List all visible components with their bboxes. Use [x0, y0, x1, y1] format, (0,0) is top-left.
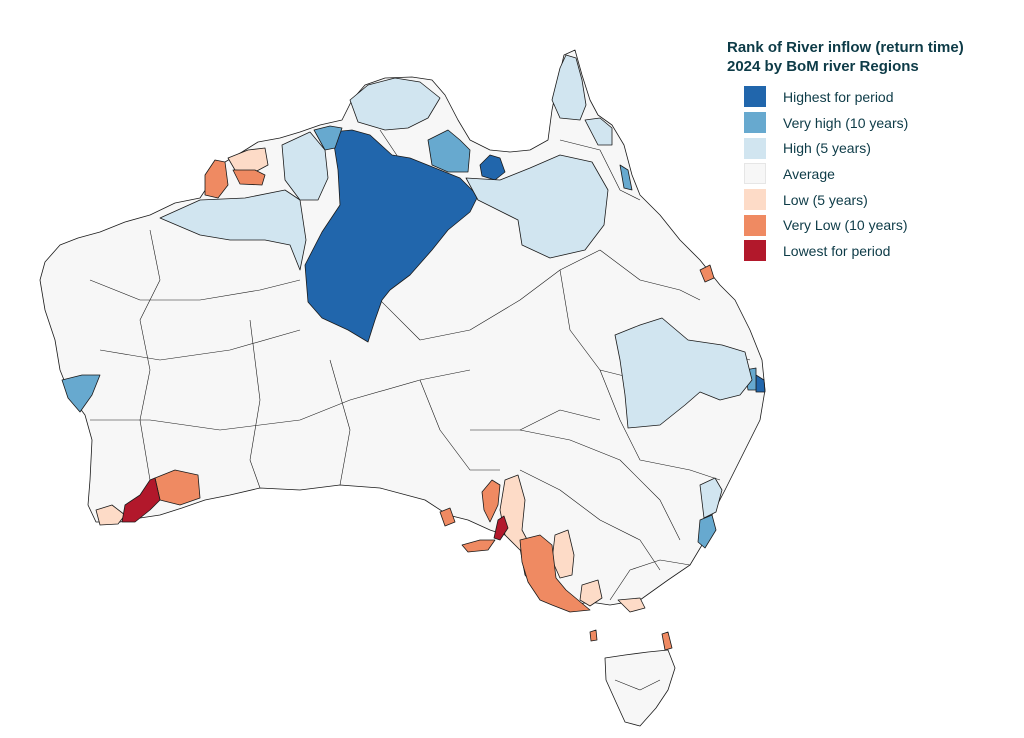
- region-veryhigh-2: [427, 129, 471, 173]
- region-veryhigh-5: [697, 514, 717, 549]
- legend-title-line2: 2024 by BoM river Regions: [727, 58, 919, 75]
- legend-label: Very high (10 years): [783, 114, 909, 131]
- region-verylow-sw-wa: [154, 469, 201, 506]
- legend-label: Average: [783, 165, 835, 182]
- legend-label: High (5 years): [783, 140, 871, 157]
- tasmania: [604, 649, 676, 727]
- region-verylow-bass-2: [661, 631, 673, 651]
- region-verylow-kimberley: [232, 169, 266, 186]
- region-high-nsw-coast: [699, 477, 723, 519]
- legend-swatch: [744, 214, 766, 236]
- region-high-arnhem: [349, 77, 441, 131]
- legend-swatch: [744, 137, 766, 159]
- legend-item-low: Low (5 years): [727, 187, 1017, 213]
- legend-label: Highest for period: [783, 88, 894, 105]
- region-veryhigh-3: [619, 164, 633, 191]
- region-verylow-pilbara: [204, 159, 229, 199]
- legend-item-highest: Highest for period: [727, 84, 1017, 110]
- region-low-gippsland: [617, 597, 646, 613]
- legend-swatch: [744, 240, 766, 262]
- region-verylow-yorke: [481, 479, 501, 523]
- region-veryhigh-4: [61, 374, 101, 413]
- region-high-cape-east: [584, 117, 613, 146]
- region-verylow-victoria: [519, 534, 591, 613]
- region-lowest-sw-wa: [121, 477, 161, 523]
- legend-title-line1: Rank of River inflow (return time): [727, 39, 964, 56]
- legend-swatch: [744, 163, 766, 185]
- region-lowest-sa: [493, 515, 509, 541]
- legend-title: Rank of River inflow (return time) 2024 …: [727, 38, 1017, 76]
- region-highest-lake-eyre-north: [304, 129, 479, 343]
- legend-item-very-low: Very Low (10 years): [727, 212, 1017, 238]
- region-verylow-kangaroo: [461, 539, 496, 553]
- legend: Rank of River inflow (return time) 2024 …: [727, 38, 1017, 264]
- legend-swatch: [744, 112, 766, 134]
- legend-label: Low (5 years): [783, 191, 868, 208]
- legend-item-high: High (5 years): [727, 135, 1017, 161]
- region-high-kimberley-2: [281, 131, 329, 201]
- region-high-north-kimberley: [159, 189, 307, 271]
- legend-label: Lowest for period: [783, 242, 891, 259]
- region-low-sw-wa: [95, 504, 126, 526]
- region-veryhigh-1: [313, 125, 343, 151]
- region-high-fitzroy: [614, 317, 753, 429]
- legend-item-lowest: Lowest for period: [727, 238, 1017, 264]
- region-verylow-eyre: [439, 507, 456, 527]
- region-verylow-bass-1: [589, 629, 598, 642]
- region-low-kimberley: [227, 147, 269, 173]
- legend-swatch: [744, 189, 766, 211]
- region-highest-gulf: [479, 154, 506, 181]
- region-low-vic-2: [579, 579, 603, 607]
- legend-item-average: Average: [727, 161, 1017, 187]
- region-high-cape-york: [551, 54, 587, 121]
- region-verylow-qld: [699, 264, 715, 283]
- legend-item-very-high: Very high (10 years): [727, 110, 1017, 136]
- legend-label: Very Low (10 years): [783, 217, 908, 234]
- region-high-gulf-plains: [465, 154, 609, 259]
- legend-swatch: [744, 86, 766, 108]
